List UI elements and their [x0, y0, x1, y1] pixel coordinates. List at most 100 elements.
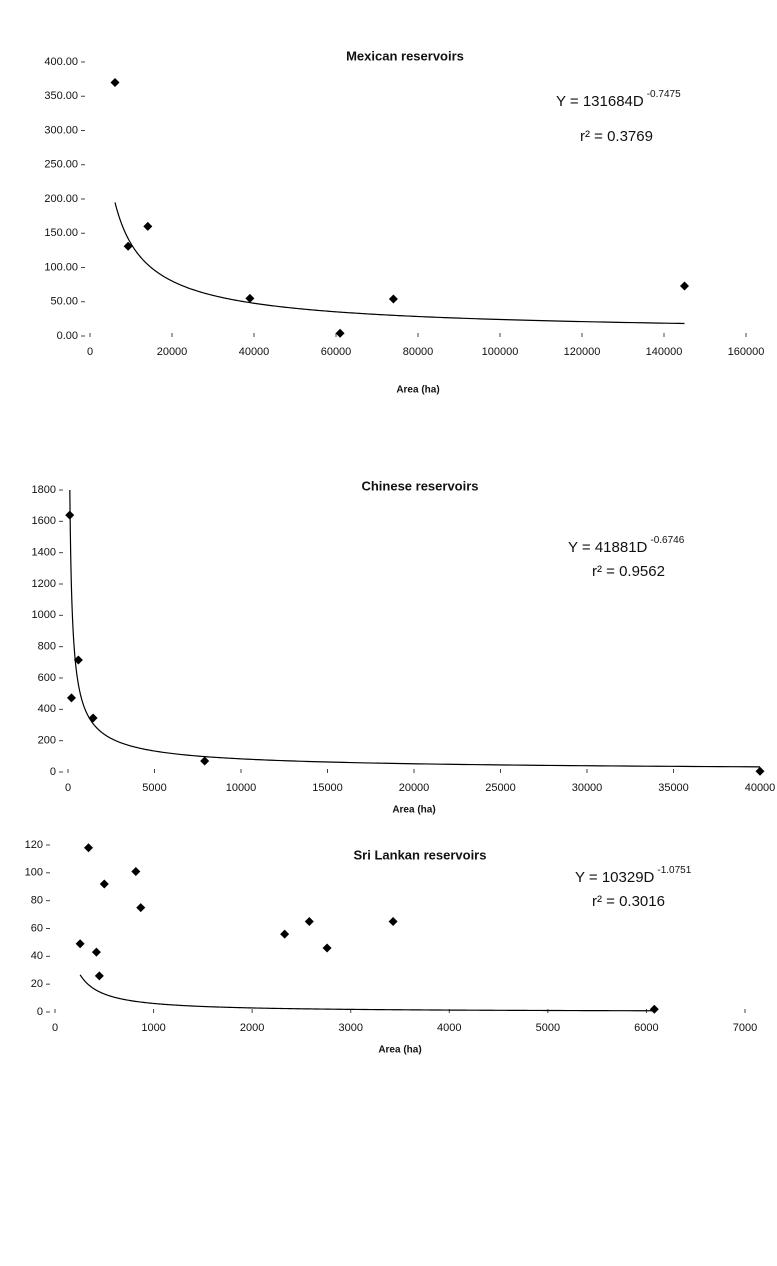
- y-tick-label: 400.00: [44, 56, 78, 68]
- data-point: [99, 879, 109, 889]
- data-point: [73, 655, 83, 665]
- x-tick-label: 5000: [142, 782, 166, 794]
- y-tick-label: 0: [37, 1006, 43, 1018]
- x-tick-label: 160000: [728, 346, 765, 358]
- data-point: [388, 294, 398, 304]
- data-point: [91, 947, 101, 957]
- y-tick-label: 100.00: [44, 261, 78, 273]
- y-tick-label: 0: [50, 766, 56, 778]
- y-tick-label: 0.00: [57, 330, 78, 342]
- data-point: [335, 328, 345, 338]
- x-tick-label: 30000: [572, 782, 603, 794]
- data-point: [200, 756, 210, 766]
- data-point: [322, 943, 332, 953]
- x-tick-label: 0: [52, 1022, 58, 1034]
- chart: Chinese reservoirs Area (ha) 0 200 400 600 800…: [32, 478, 776, 815]
- x-tick-label: 120000: [564, 346, 601, 358]
- data-point: [388, 917, 398, 927]
- equation: Y = 10329D -1.0751: [575, 865, 692, 886]
- data-point: [123, 241, 133, 251]
- x-tick-label: 20000: [157, 346, 188, 358]
- y-tick-label: 200.00: [44, 193, 78, 205]
- y-tick-label: 80: [31, 895, 43, 907]
- equation-body: Y = 10329D: [575, 869, 655, 886]
- data-point: [65, 510, 75, 520]
- data-point: [136, 903, 146, 913]
- x-tick-label: 0: [87, 346, 93, 358]
- x-tick-label: 5000: [536, 1022, 560, 1034]
- y-tick-label: 200: [38, 735, 56, 747]
- y-tick-label: 1200: [32, 578, 56, 590]
- y-tick-label: 250.00: [44, 159, 78, 171]
- equation: Y = 131684D -0.7475: [556, 89, 681, 110]
- data-point: [94, 971, 104, 981]
- y-tick-label: 40: [31, 950, 43, 962]
- data-point: [66, 693, 76, 703]
- data-point: [680, 281, 689, 291]
- x-tick-label: 40000: [239, 346, 270, 358]
- r-squared: r² = 0.3016: [592, 893, 665, 910]
- y-tick-label: 350.00: [44, 90, 78, 102]
- chart-title: Mexican reservoirs: [346, 48, 464, 63]
- data-point: [131, 866, 141, 876]
- chart-title: Chinese reservoirs: [361, 478, 478, 493]
- y-tick-label: 50.00: [50, 296, 78, 308]
- equation-body: Y = 131684D: [556, 93, 644, 110]
- data-point: [245, 293, 255, 303]
- x-tick-label: 140000: [646, 346, 683, 358]
- x-tick-label: 35000: [658, 782, 689, 794]
- data-point: [280, 929, 290, 939]
- x-tick-label: 0: [65, 782, 71, 794]
- data-point: [649, 1004, 659, 1014]
- equation-exponent: -0.6746: [650, 535, 684, 546]
- x-tick-label: 10000: [226, 782, 257, 794]
- y-tick-label: 1400: [32, 547, 56, 559]
- equation-exponent: -1.0751: [657, 865, 691, 876]
- y-tick-label: 1600: [32, 515, 56, 527]
- x-tick-label: 3000: [338, 1022, 362, 1034]
- x-tick-label: 100000: [482, 346, 519, 358]
- y-tick-label: 60: [31, 922, 43, 934]
- equation-body: Y = 41881D: [568, 539, 648, 556]
- x-axis-title: Area (ha): [396, 385, 439, 396]
- x-tick-label: 60000: [321, 346, 352, 358]
- y-tick-label: 150.00: [44, 227, 78, 239]
- x-tick-label: 80000: [403, 346, 434, 358]
- data-point: [88, 713, 98, 723]
- y-tick-label: 300.00: [44, 124, 78, 136]
- y-tick-label: 800: [38, 641, 56, 653]
- trendline: [79, 974, 655, 1012]
- y-tick-label: 120: [25, 839, 43, 851]
- x-tick-label: 15000: [312, 782, 343, 794]
- data-point: [84, 843, 94, 853]
- y-tick-label: 20: [31, 978, 43, 990]
- chart: Sri Lankan reservoirs Area (ha) 0 20 40 60 80 1…: [25, 839, 758, 1056]
- data-point: [755, 766, 765, 776]
- trendline: [114, 202, 685, 325]
- y-tick-label: 1800: [32, 484, 56, 496]
- x-tick-label: 1000: [141, 1022, 165, 1034]
- x-tick-label: 6000: [634, 1022, 658, 1034]
- data-point: [143, 221, 153, 231]
- chart-title: Sri Lankan reservoirs: [354, 847, 487, 862]
- x-tick-label: 4000: [437, 1022, 461, 1034]
- x-axis-title: Area (ha): [392, 805, 435, 816]
- x-tick-label: 40000: [745, 782, 776, 794]
- y-tick-label: 1000: [32, 609, 56, 621]
- x-tick-label: 7000: [733, 1022, 757, 1034]
- chart: Mexican reservoirs Area (ha) 0.00 50.00 100.…: [44, 48, 764, 395]
- y-tick-label: 600: [38, 672, 56, 684]
- equation: Y = 41881D -0.6746: [568, 535, 685, 556]
- y-tick-label: 400: [38, 703, 56, 715]
- data-point: [110, 78, 120, 88]
- trendline: [69, 490, 760, 768]
- r-squared: r² = 0.3769: [580, 128, 653, 145]
- y-tick-label: 100: [25, 867, 43, 879]
- data-point: [75, 939, 85, 949]
- r-squared: r² = 0.9562: [592, 563, 665, 580]
- equation-exponent: -0.7475: [647, 89, 681, 100]
- x-tick-label: 25000: [485, 782, 516, 794]
- x-axis-title: Area (ha): [378, 1045, 421, 1056]
- x-tick-label: 2000: [240, 1022, 264, 1034]
